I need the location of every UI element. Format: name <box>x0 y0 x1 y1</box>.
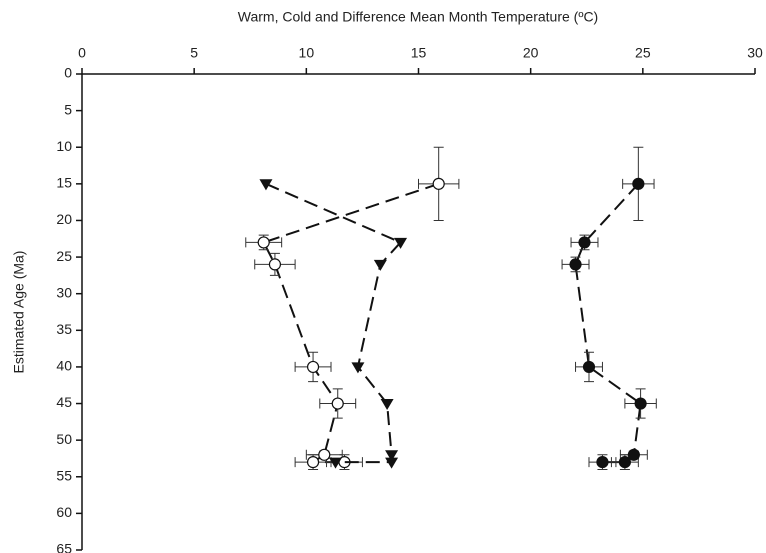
filled-circle-marker <box>582 360 596 374</box>
x-tick-label: 0 <box>78 45 86 61</box>
triangle-marker <box>385 457 399 469</box>
x-tick-label: 20 <box>523 45 539 61</box>
y-tick-label: 50 <box>56 431 72 447</box>
y-axis-title: Estimated Age (Ma) <box>11 251 27 374</box>
x-tick-label: 10 <box>299 45 315 61</box>
filled-circle-marker <box>578 236 591 249</box>
y-tick-label: 25 <box>56 248 72 264</box>
open-circle-marker <box>318 448 331 461</box>
series-line <box>262 182 440 464</box>
filled-circle-marker <box>618 456 631 469</box>
filled-circle-marker <box>596 456 609 469</box>
open-circle-marker <box>306 360 320 374</box>
x-axis-title: Warm, Cold and Difference Mean Month Tem… <box>238 9 598 25</box>
triangle-marker <box>380 398 394 411</box>
filled-circle-marker <box>632 177 645 190</box>
open-circle-marker <box>257 236 270 249</box>
open-circle-marker <box>306 456 320 469</box>
y-tick-label: 65 <box>56 541 72 553</box>
open-circle-marker <box>331 397 344 410</box>
y-tick-label: 15 <box>56 175 72 191</box>
filled-circle-marker <box>569 258 582 271</box>
filled-circle-marker <box>634 397 647 410</box>
x-tick-label: 25 <box>635 45 651 61</box>
open-circle-marker <box>268 258 282 271</box>
filled-circle-marker <box>627 448 640 461</box>
y-tick-label: 0 <box>64 65 72 81</box>
y-tick-label: 60 <box>56 504 72 520</box>
y-tick-label: 55 <box>56 467 72 483</box>
series-line <box>574 183 642 464</box>
y-tick-label: 35 <box>56 321 72 337</box>
y-tick-label: 30 <box>56 284 72 300</box>
y-tick-label: 5 <box>64 101 72 117</box>
y-tick-label: 40 <box>56 358 72 374</box>
y-tick-label: 20 <box>56 211 72 227</box>
x-tick-label: 15 <box>411 45 427 61</box>
triangle-marker <box>259 179 273 191</box>
open-circle-marker <box>432 177 445 190</box>
x-tick-label: 5 <box>190 45 198 61</box>
triangle-marker <box>351 362 365 374</box>
triangle-marker <box>373 259 387 271</box>
y-tick-label: 45 <box>56 394 72 410</box>
x-tick-label: 30 <box>747 45 763 61</box>
triangle-marker <box>385 450 399 462</box>
y-tick-label: 10 <box>56 138 72 154</box>
triangle-marker <box>394 237 408 249</box>
triangle-marker <box>328 457 342 469</box>
